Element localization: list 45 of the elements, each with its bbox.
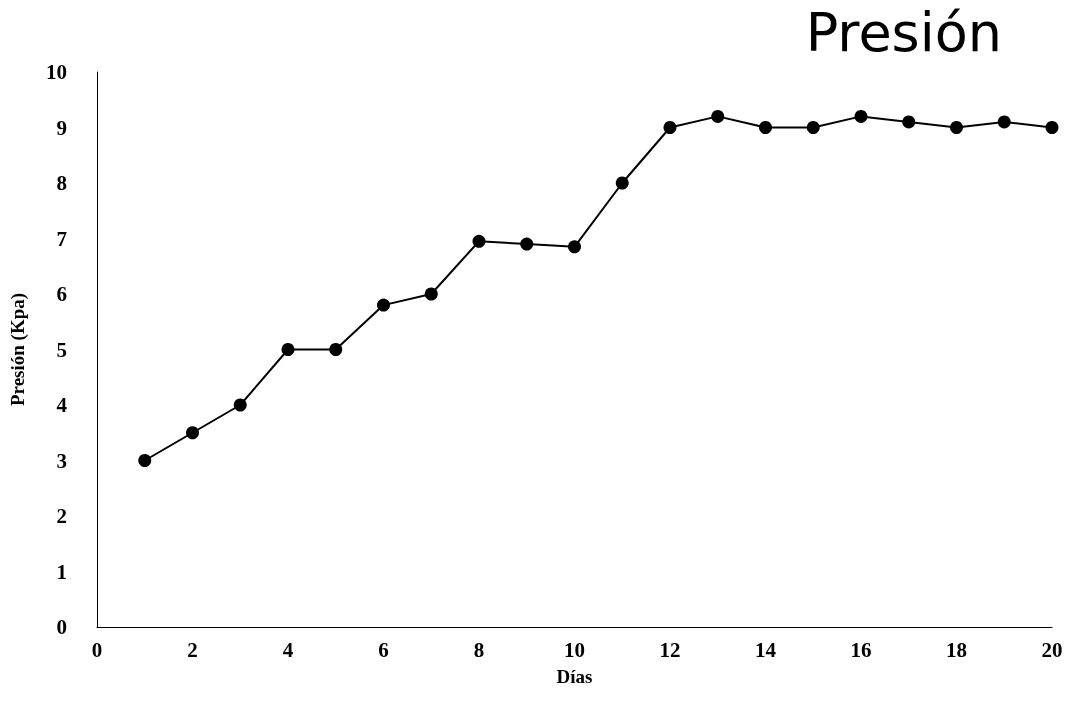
point — [377, 298, 390, 312]
y-tick-label: 1 — [56, 559, 67, 584]
x-axis-title: Días — [556, 666, 593, 687]
y-axis-title: Presión (Kpa) — [7, 292, 29, 407]
y-tick-label: 10 — [46, 60, 67, 84]
x-tick-label: 16 — [850, 637, 872, 662]
x-tick-label: 20 — [1041, 637, 1063, 662]
point — [902, 115, 916, 129]
point — [806, 121, 820, 134]
y-tick-label: 2 — [56, 504, 67, 528]
point — [997, 115, 1011, 129]
point — [711, 109, 725, 123]
y-tick-label: 7 — [56, 226, 67, 251]
y-tick-label: 8 — [56, 171, 67, 195]
point — [472, 234, 486, 248]
y-tick-label: 4 — [56, 393, 68, 417]
point — [950, 121, 963, 134]
x-tick-label: 8 — [473, 637, 485, 662]
point — [138, 454, 152, 467]
x-tick-label: 10 — [564, 637, 585, 662]
y-tick-label: 0 — [56, 615, 67, 639]
point — [663, 121, 677, 134]
y-tick-label: 3 — [56, 448, 67, 473]
point — [186, 426, 199, 440]
y-tick-label: 6 — [56, 282, 67, 306]
x-tick-label: 0 — [91, 637, 103, 662]
point — [233, 398, 247, 412]
point — [329, 343, 343, 356]
x-tick-label: 2 — [187, 637, 198, 662]
point — [424, 287, 438, 301]
x-tick-label: 14 — [755, 637, 777, 662]
chart-title: Presión — [805, 0, 1003, 64]
point — [759, 121, 772, 134]
x-tick-label: 6 — [378, 637, 389, 662]
y-tick-label: 5 — [56, 337, 67, 362]
x-tick-label: 4 — [282, 637, 294, 662]
point — [854, 109, 868, 123]
point — [568, 240, 581, 254]
y-tick-label: 9 — [56, 115, 67, 140]
x-tick-label: 18 — [946, 637, 967, 662]
point — [281, 343, 295, 356]
point — [615, 176, 629, 190]
point — [520, 237, 534, 251]
x-tick-label: 12 — [659, 637, 681, 662]
point — [1045, 121, 1059, 134]
